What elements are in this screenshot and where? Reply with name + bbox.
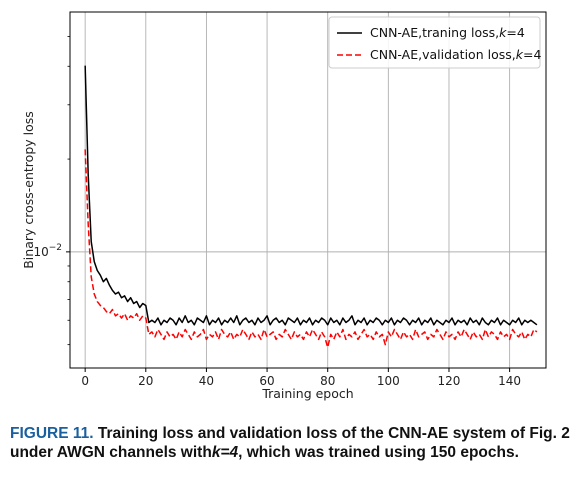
x-axis-label: Training epoch <box>261 386 353 401</box>
series-lines <box>84 65 538 349</box>
plot-area <box>70 12 546 368</box>
figure-label: FIGURE 11. <box>10 425 94 442</box>
caption-k-value: k=4 <box>211 444 239 461</box>
x-tick-label: 20 <box>138 374 153 388</box>
x-tick-label: 40 <box>199 374 214 388</box>
figure-caption: FIGURE 11. Training loss and validation … <box>10 424 570 462</box>
y-axis-label: Binary cross-entropy loss <box>21 111 36 269</box>
x-tick-label: 0 <box>81 374 89 388</box>
x-tick-label: 120 <box>438 374 461 388</box>
validation-loss-line <box>84 149 538 349</box>
x-tick-label: 60 <box>259 374 274 388</box>
training-loss-line <box>84 65 538 326</box>
legend-label-training: CNN-AE,traning loss,k=4 <box>370 25 525 40</box>
axes: 0 20 40 60 80 100 120 140 10−2 <box>33 36 521 388</box>
legend: CNN-AE,traning loss,k=4 CNN-AE,validatio… <box>328 16 541 69</box>
caption-text-1: Training loss and validation loss of the… <box>10 425 570 461</box>
plot-frame <box>69 11 547 369</box>
legend-label-validation: CNN-AE,validation loss,k=4 <box>370 47 541 62</box>
x-tick-label: 80 <box>320 374 335 388</box>
y-tick-label: 10−2 <box>33 243 62 259</box>
x-tick-label: 100 <box>377 374 400 388</box>
loss-chart: 0 20 40 60 80 100 120 140 10−2 Training epoch Bi… <box>21 11 547 401</box>
x-tick-label: 140 <box>498 374 521 388</box>
caption-text-2: , which was trained using 150 epochs. <box>238 444 519 461</box>
legend-box <box>328 16 541 69</box>
